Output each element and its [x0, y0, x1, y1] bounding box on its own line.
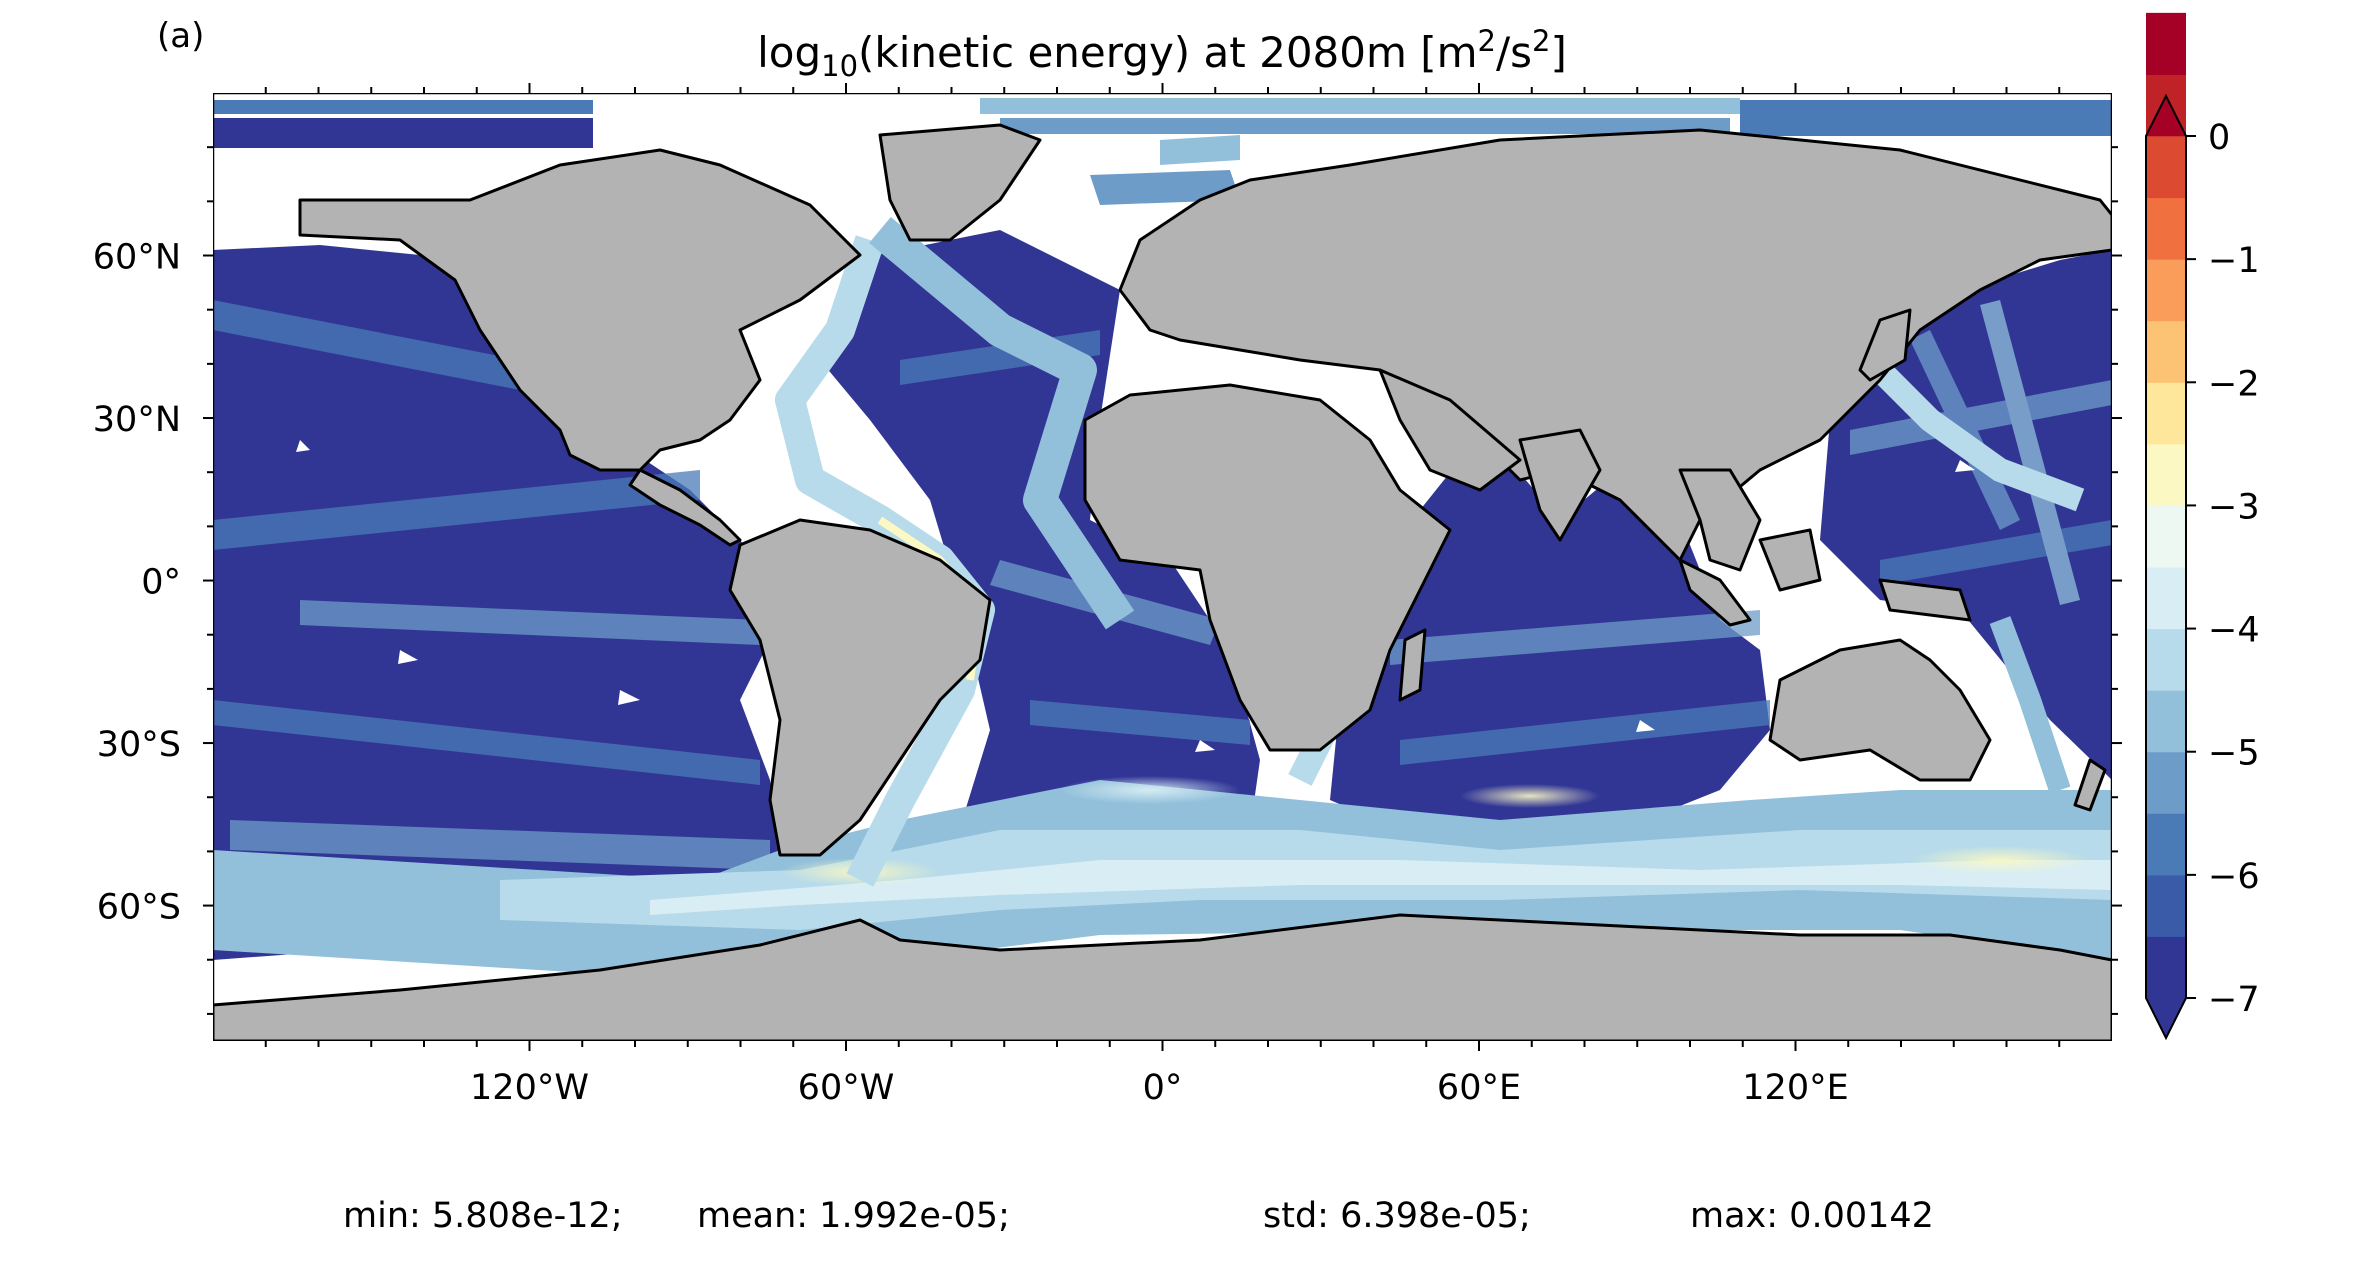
- colorbar-segment: [2146, 443, 2186, 506]
- map-panel: [213, 93, 2112, 1041]
- arctic-shelf-blob: [1090, 170, 1240, 205]
- sumatra: [1678, 558, 1752, 627]
- colorbar-segment: [2146, 690, 2186, 753]
- lon-tick-label: 0°: [1143, 1068, 1183, 1108]
- new-zealand: [2073, 758, 2107, 812]
- colorbar-tick-label: −4: [2208, 611, 2260, 651]
- japan: [1858, 308, 1912, 382]
- map-title: log10(kinetic energy) at 2080m [m2/s2]: [757, 24, 1567, 83]
- colorbar-segment: [2146, 505, 2186, 568]
- lat-tick-label: 60°N: [93, 238, 181, 278]
- nodata-specks: [296, 440, 1975, 752]
- stats-bar: min: 5.808e-12; mean: 1.992e-05; std: 6.…: [0, 1196, 2362, 1246]
- lat-tick-label: 0°: [141, 563, 181, 603]
- arctic-strip-center-2: [1000, 118, 1730, 134]
- east-aus-band: [1989, 616, 2071, 794]
- colorbar-segment: [2146, 874, 2186, 937]
- kuroshio-band: [1861, 351, 2085, 512]
- colorbar-tick-label: −1: [2208, 241, 2260, 281]
- colorbar-segment: [2146, 813, 2186, 876]
- lat-tick-label: 60°S: [97, 888, 181, 928]
- antarctica: [213, 913, 2112, 1041]
- colorbar-segment: [2146, 751, 2186, 814]
- borneo: [1758, 528, 1822, 592]
- atlantic-mid-band: [869, 216, 1135, 630]
- southern-ocean-core: [650, 860, 2112, 915]
- colorbar-segment: [2146, 628, 2186, 691]
- colorbar-segment: [2146, 567, 2186, 630]
- stat-min: min: 5.808e-12;: [343, 1196, 623, 1236]
- colorbar-segment: [2146, 197, 2186, 260]
- indochina: [1678, 468, 1762, 572]
- lon-tick-label: 120°W: [470, 1068, 589, 1108]
- colorbar-extend-min: [2146, 998, 2186, 1038]
- eurasia: [1118, 128, 2112, 562]
- colorbar-segment: [2146, 12, 2186, 75]
- colorbar-extend-max: [2146, 96, 2186, 136]
- india: [1518, 428, 1602, 542]
- colorbar-segment: [2146, 382, 2186, 445]
- colorbar-tick-label: −2: [2208, 364, 2260, 404]
- arctic-shelf-blob-2: [1160, 135, 1240, 165]
- colorbar-segment: [2146, 320, 2186, 383]
- colorbar-segment: [2146, 936, 2186, 999]
- lat-tick-label: 30°N: [93, 400, 181, 440]
- lon-tick-label: 60°E: [1437, 1068, 1521, 1108]
- africa: [1083, 383, 1452, 752]
- ocean-field: [213, 98, 2112, 980]
- land: [213, 123, 2112, 1041]
- central-america: [628, 468, 742, 547]
- lat-tick-label: 30°S: [97, 725, 181, 765]
- colorbar-tick-label: −6: [2208, 857, 2260, 897]
- arctic-strip-center: [980, 98, 1740, 114]
- stat-std: std: 6.398e-05;: [1263, 1196, 1531, 1236]
- south-america: [728, 518, 992, 857]
- north-america: [298, 148, 862, 472]
- arctic-strip-west: [213, 100, 593, 114]
- lon-tick-label: 120°E: [1742, 1068, 1848, 1108]
- axis-ticks: 60°N 30°N 0° 30°S 60°S 120°W 60°W 0° 60°E 120°E: [93, 83, 2122, 1108]
- stat-mean: mean: 1.992e-05;: [697, 1196, 1010, 1236]
- madagascar: [1398, 628, 1427, 702]
- lon-tick-label: 60°W: [798, 1068, 895, 1108]
- arabian-peninsula: [1378, 368, 1522, 492]
- colorbar-segment: [2146, 136, 2186, 199]
- greenland: [878, 123, 1042, 242]
- colorbar-tick-label: −5: [2208, 734, 2260, 774]
- acc-glow-2: [1460, 784, 1600, 808]
- new-guinea: [1878, 578, 1972, 622]
- colorbar-tick-label: −7: [2208, 980, 2260, 1020]
- arctic-strip-east: [1740, 100, 2112, 136]
- arctic-strip-west-2: [213, 118, 593, 148]
- ocean-pacific-east: [213, 245, 780, 960]
- acc-glow-4: [1060, 776, 1240, 804]
- colorbar-tick-label: 0: [2208, 118, 2230, 158]
- panel-label: (a): [157, 16, 204, 56]
- australia: [1768, 638, 1992, 782]
- colorbar: 0 −1 −2 −3 −4 −5 −6 −7: [2145, 12, 2260, 1041]
- acc-glow-3: [1910, 846, 2090, 874]
- colorbar-tick-label: −3: [2208, 487, 2260, 527]
- stat-max: max: 0.00142: [1690, 1196, 1934, 1236]
- colorbar-segment: [2146, 259, 2186, 322]
